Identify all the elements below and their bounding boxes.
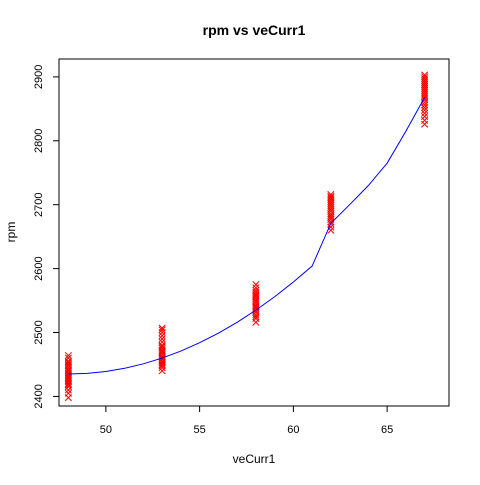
data-point [158,341,166,349]
y-tick-label: 2800 [33,129,45,153]
data-point [252,286,260,294]
chart-title: rpm vs veCurr1 [203,22,306,38]
data-point [158,348,166,356]
data-point [252,300,260,308]
y-axis: 2400 2500 2600 2700 2800 2900 [33,65,59,409]
y-tick-label: 2400 [33,384,45,408]
data-point [64,380,72,388]
data-point [421,109,429,117]
y-tick-label: 2500 [33,320,45,344]
y-tick-label: 2600 [33,256,45,280]
data-point [64,369,72,377]
data-point [64,360,72,369]
y-tick-label: 2900 [33,65,45,89]
data-point [421,104,429,112]
x-tick-label: 60 [287,424,299,436]
data-point [421,73,429,81]
data-point [421,71,429,79]
data-point [64,351,72,360]
data-point [64,383,72,391]
x-tick-label: 65 [381,424,393,436]
data-point [327,196,335,204]
data-point [421,106,429,114]
data-point [252,284,260,292]
data-point [158,344,166,353]
data-point [327,190,335,199]
data-point [421,101,429,109]
data-point [158,338,166,346]
data-point [327,194,335,202]
data-point [64,386,72,394]
data-point [158,332,166,340]
data-point [158,326,166,334]
data-point [252,281,260,289]
x-axis: 50 55 60 65 [100,406,393,436]
data-point [64,389,72,397]
x-axis-label: veCurr1 [233,452,276,466]
scatter-points [64,71,429,402]
data-point [158,360,166,369]
fit-curve [68,97,426,375]
y-axis-label: rpm [4,222,18,243]
data-point [64,364,72,372]
x-tick-label: 50 [100,424,112,436]
data-point [64,354,72,362]
data-point [158,335,166,343]
data-point [327,192,335,200]
plot-frame [58,58,450,407]
data-point [252,298,260,306]
data-point [64,357,72,365]
data-point [158,324,166,332]
data-point [421,112,429,121]
data-point [64,367,72,375]
data-point [158,367,166,375]
y-tick-label: 2700 [33,192,45,216]
data-point [252,291,260,299]
x-tick-label: 55 [194,424,206,436]
fit-curve-layer [68,97,426,375]
data-point [158,364,166,372]
